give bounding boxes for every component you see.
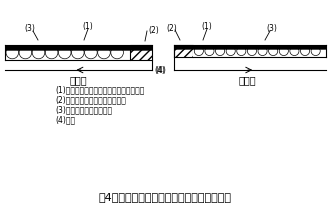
Text: (1): (1)	[202, 22, 213, 31]
Text: (3): (3)	[24, 25, 35, 33]
Bar	[130, 45, 152, 60]
Text: (4)基板: (4)基板	[55, 115, 75, 125]
Text: 膨潤後: 膨潤後	[238, 75, 256, 85]
Text: (3)結合剤（高分子物質）: (3)結合剤（高分子物質）	[55, 105, 112, 114]
Text: (2)端子部（導電性銀塗料皮膜）: (2)端子部（導電性銀塗料皮膜）	[55, 95, 126, 104]
Text: (2): (2)	[148, 26, 159, 35]
Text: (1): (1)	[83, 22, 93, 31]
Text: (4): (4)	[155, 66, 166, 74]
Text: (1)導電性微粒子（金属粉　炭素微粉末）: (1)導電性微粒子（金属粉 炭素微粉末）	[55, 85, 144, 94]
Bar	[174, 45, 326, 49]
Text: (3): (3)	[266, 25, 277, 33]
Bar	[5, 45, 152, 50]
Text: (2): (2)	[166, 24, 177, 32]
Text: (4): (4)	[154, 66, 165, 74]
Bar	[193, 45, 326, 57]
Text: 膨潤前: 膨潤前	[69, 75, 87, 85]
Bar	[5, 45, 130, 60]
Bar	[174, 45, 193, 57]
Text: 図4　オルガスタ法油分センサの動作原理図: 図4 オルガスタ法油分センサの動作原理図	[99, 192, 231, 202]
